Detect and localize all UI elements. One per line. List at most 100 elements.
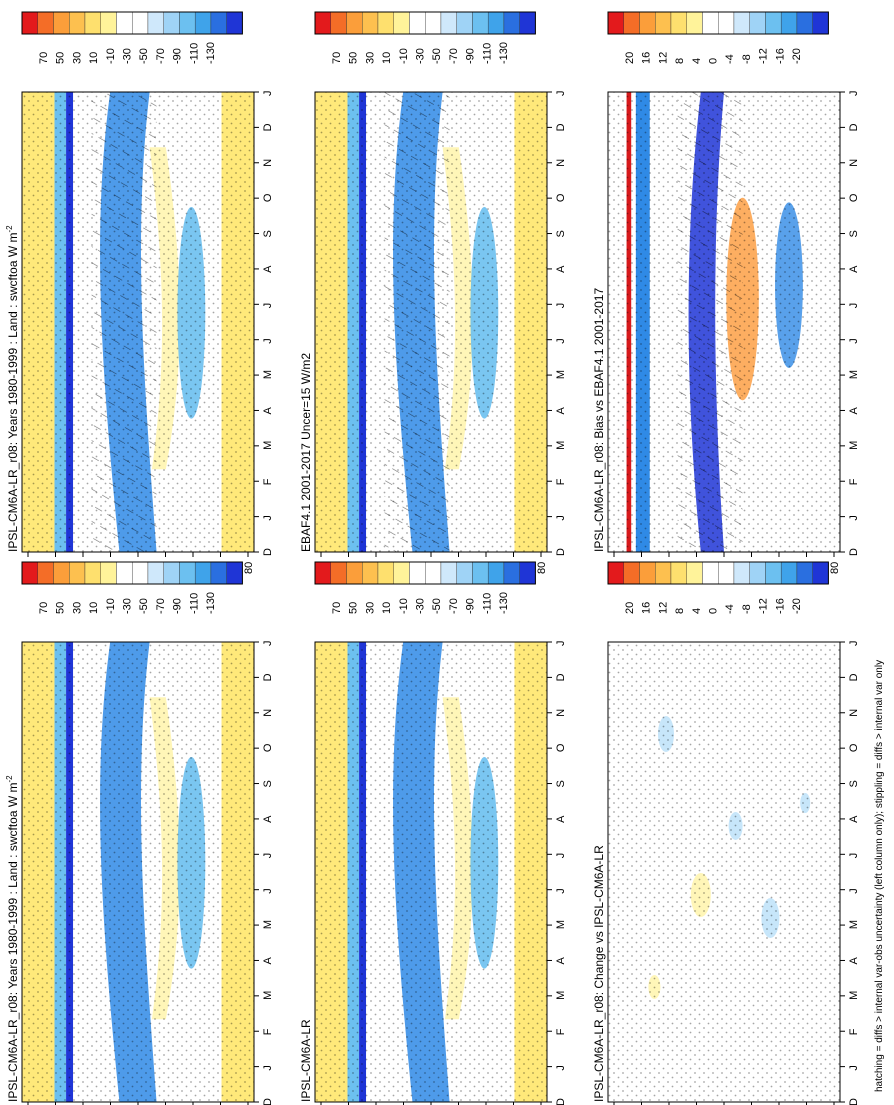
month-tick-label: D bbox=[262, 1098, 274, 1105]
colorbar-label: -130 bbox=[498, 42, 510, 64]
colorbar-label: 70 bbox=[38, 52, 50, 64]
colorbar-label: 10 bbox=[381, 52, 393, 64]
month-tick-label: D bbox=[848, 123, 860, 131]
colorbar-swatch bbox=[503, 561, 520, 585]
colorbar-label: 30 bbox=[364, 602, 376, 614]
colorbar-swatch bbox=[37, 11, 54, 35]
month-tick-label: N bbox=[848, 159, 860, 167]
month-tick-label: D bbox=[262, 123, 274, 131]
colorbar-swatch bbox=[179, 11, 196, 35]
colorbar-swatch bbox=[440, 561, 457, 585]
colorbar-swatch bbox=[100, 561, 117, 585]
colorbar-swatch bbox=[796, 11, 813, 35]
colorbar-frame bbox=[21, 561, 243, 585]
month-tick-label: O bbox=[262, 743, 274, 752]
colorbar-label: 70 bbox=[331, 52, 343, 64]
colorbar-label: -20 bbox=[791, 48, 803, 64]
colorbar-swatch bbox=[210, 561, 227, 585]
panel-title: IPSL-CM6A-LR_r08: Years 1980-1999 : Land… bbox=[5, 225, 20, 552]
colorbar-swatch bbox=[456, 561, 473, 585]
month-tick-label: M bbox=[848, 370, 860, 379]
month-tick-label: M bbox=[262, 920, 274, 929]
colorbar-swatch bbox=[780, 561, 798, 585]
colorbar-swatch bbox=[487, 11, 505, 35]
stippling-overlay bbox=[315, 642, 547, 1102]
colorbar-label: -4 bbox=[724, 604, 736, 614]
colorbar-label: -10 bbox=[105, 48, 117, 64]
colorbar-label: 12 bbox=[657, 52, 669, 64]
colorbar-label: -130 bbox=[205, 42, 217, 64]
hatching-overlay bbox=[91, 92, 157, 552]
colorbar-swatch bbox=[314, 561, 331, 585]
colorbar-swatch bbox=[733, 11, 750, 35]
month-tick-label: J bbox=[262, 303, 274, 309]
month-tick-label: D bbox=[555, 123, 567, 131]
colorbar-swatch bbox=[194, 11, 212, 35]
month-tick-label: D bbox=[848, 673, 860, 681]
colorbar-swatch bbox=[623, 561, 640, 585]
colorbar-swatch bbox=[84, 561, 101, 585]
colorbar-label: 10 bbox=[88, 52, 100, 64]
colorbar-swatch bbox=[812, 561, 829, 585]
colorbar-label: -130 bbox=[498, 592, 510, 614]
colorbar-label: 16 bbox=[641, 602, 653, 614]
colorbar-swatch bbox=[686, 11, 703, 35]
month-tick-label: S bbox=[848, 230, 860, 237]
colorbar-swatch bbox=[346, 11, 363, 35]
month-tick-label: D bbox=[555, 548, 567, 556]
colorbar-label: 30 bbox=[71, 602, 83, 614]
colorbar-swatch bbox=[37, 561, 54, 585]
month-tick-label: A bbox=[555, 956, 567, 964]
colorbar-label: -50 bbox=[431, 48, 443, 64]
colorbar-label: -16 bbox=[774, 48, 786, 64]
colorbar-label: 50 bbox=[55, 52, 67, 64]
colorbar-swatch bbox=[686, 561, 703, 585]
colorbar-label: 70 bbox=[38, 602, 50, 614]
month-tick-label: N bbox=[555, 159, 567, 167]
colorbar-label: 70 bbox=[331, 602, 343, 614]
colorbar-swatch bbox=[607, 561, 624, 585]
month-tick-label: A bbox=[848, 956, 860, 964]
colorbar-label: -90 bbox=[172, 598, 184, 614]
colorbar-label: -30 bbox=[122, 48, 134, 64]
colorbar-swatch bbox=[456, 11, 473, 35]
month-tick-label: D bbox=[848, 1098, 860, 1105]
month-tick-label: J bbox=[262, 338, 274, 344]
colorbar-swatch bbox=[362, 561, 379, 585]
colorbar-swatch bbox=[655, 561, 672, 585]
month-tick-label: M bbox=[262, 370, 274, 379]
colorbar-swatch bbox=[718, 561, 735, 585]
month-tick-label: A bbox=[262, 956, 274, 964]
colorbar-label: 30 bbox=[364, 52, 376, 64]
colorbar-swatch bbox=[409, 11, 426, 35]
month-tick-label: M bbox=[555, 991, 567, 1000]
month-tick-label: J bbox=[555, 338, 567, 344]
colorbar-label: 50 bbox=[348, 602, 360, 614]
figure-footnote: hatching = diffs > internal var-obs unce… bbox=[874, 660, 885, 1092]
colorbar-label: -20 bbox=[791, 598, 803, 614]
colorbar-swatch bbox=[519, 11, 536, 35]
panel-title: IPSL-CM6A-LR_r08: Change vs IPSL-CM6A-LR bbox=[592, 845, 606, 1102]
month-tick-label: A bbox=[262, 815, 274, 823]
month-tick-label: D bbox=[848, 548, 860, 556]
month-tick-label: M bbox=[848, 441, 860, 450]
panel-title: IPSL-CM6A-LR_r08: Years 1980-1999 : Land… bbox=[5, 775, 20, 1102]
month-tick-label: S bbox=[848, 780, 860, 787]
colorbar-label: -16 bbox=[774, 598, 786, 614]
colorbar-frame bbox=[314, 561, 536, 585]
month-tick-label: J bbox=[848, 91, 860, 97]
colorbar-frame bbox=[607, 561, 829, 585]
month-tick-label: D bbox=[262, 673, 274, 681]
colorbar-label: -8 bbox=[741, 604, 753, 614]
lat-tick-label: 80 bbox=[243, 562, 255, 574]
colorbar-swatch bbox=[116, 561, 133, 585]
colorbar-swatch bbox=[812, 11, 829, 35]
colorbar-swatch bbox=[179, 561, 196, 585]
colorbar-label: -50 bbox=[138, 48, 150, 64]
colorbar-swatch bbox=[519, 561, 536, 585]
colorbar-label: -12 bbox=[758, 48, 770, 64]
month-tick-label: F bbox=[848, 1028, 860, 1035]
panel-p4: 8060°N20020°S6080DJFMAMJJASONDJIPSL-CM6A… bbox=[299, 561, 567, 1105]
colorbar-swatch bbox=[607, 11, 624, 35]
colorbar-label: -70 bbox=[155, 48, 167, 64]
